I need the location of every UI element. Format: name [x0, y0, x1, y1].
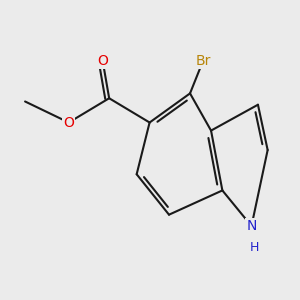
Text: O: O — [63, 116, 74, 130]
Text: O: O — [97, 54, 108, 68]
Text: Br: Br — [195, 54, 211, 68]
Text: N: N — [246, 219, 257, 233]
Text: H: H — [250, 241, 259, 254]
